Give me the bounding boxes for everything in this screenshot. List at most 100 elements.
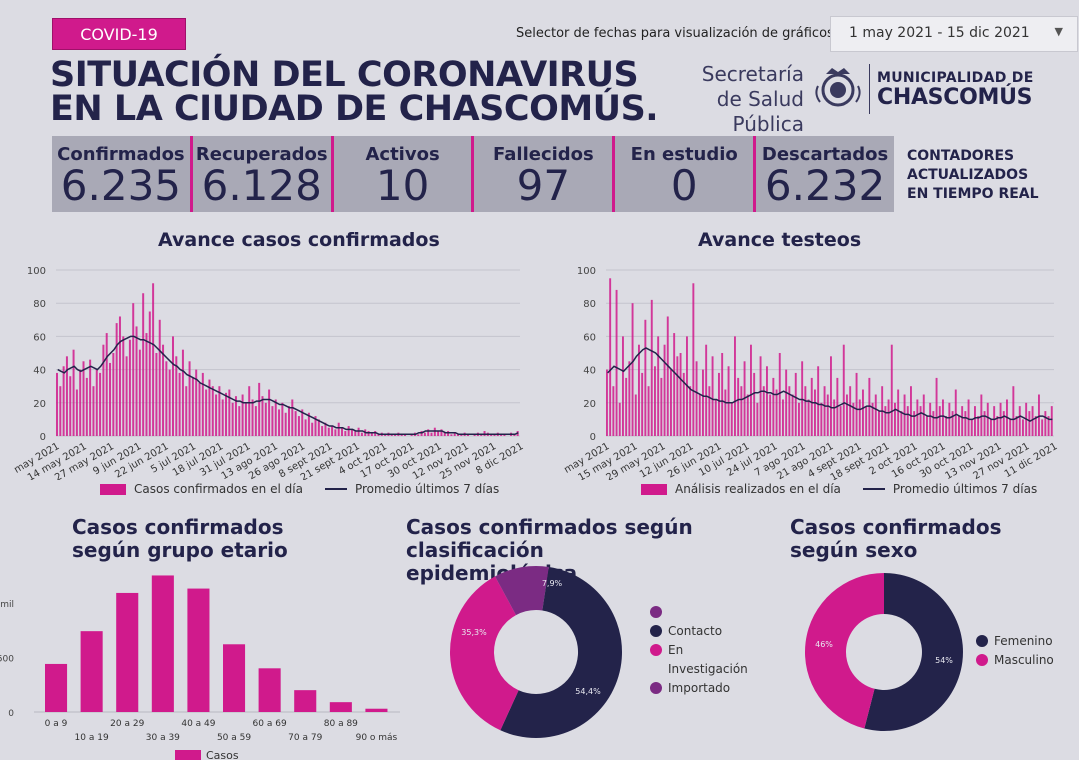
bar	[855, 372, 858, 436]
bar	[490, 434, 493, 436]
average-line	[57, 335, 519, 436]
bar	[45, 663, 68, 712]
date-range-selector[interactable]: 1 may 2021 - 15 dic 2021 ▼	[830, 16, 1078, 52]
bar	[80, 631, 103, 712]
bar	[1041, 419, 1044, 436]
bar	[440, 429, 443, 436]
secretaria-name: Secretaría de Salud Pública	[642, 62, 804, 137]
bar	[919, 406, 922, 436]
bar	[417, 434, 420, 436]
bar	[890, 344, 893, 436]
bar	[135, 326, 138, 436]
bar	[69, 376, 72, 436]
sex-legend-item: Masculino	[976, 651, 1076, 670]
x-tick-label: 60 a 69	[253, 719, 287, 729]
bar	[151, 575, 174, 712]
bar	[999, 402, 1002, 436]
bar	[906, 406, 909, 436]
donut-slice	[864, 573, 963, 731]
bar	[370, 432, 373, 436]
legend-bar-swatch	[641, 483, 667, 495]
bar	[657, 336, 660, 436]
page-title: SITUACIÓN DEL CORONAVIRUS EN LA CIUDAD D…	[50, 58, 659, 129]
y-tick-label: 60	[583, 332, 596, 343]
logo-divider	[869, 64, 870, 114]
bar	[493, 434, 496, 436]
counter-label: Confirmados	[57, 144, 185, 165]
bar	[1022, 419, 1024, 436]
bar	[118, 316, 121, 436]
y-tick-label: 0	[8, 709, 14, 719]
donut-slice	[536, 566, 549, 611]
donut-slice	[495, 566, 536, 616]
bar	[410, 434, 413, 436]
sex-legend-label: Masculino	[994, 653, 1054, 667]
bar	[145, 333, 148, 436]
bar	[772, 377, 775, 436]
bar	[102, 344, 105, 436]
bar	[711, 356, 714, 436]
bar	[730, 402, 733, 436]
bar	[622, 336, 624, 436]
legend-bar-swatch	[100, 483, 126, 495]
bar	[852, 402, 855, 436]
y-tick-label: 40	[583, 366, 596, 377]
bar	[778, 353, 781, 436]
bar	[437, 431, 440, 436]
bar	[894, 402, 896, 436]
bar	[964, 411, 967, 436]
counter-activos: Activos 10	[334, 136, 475, 212]
bar	[903, 394, 906, 436]
bar	[115, 323, 118, 436]
bar	[698, 394, 701, 436]
bar	[360, 432, 363, 436]
bar	[205, 389, 208, 436]
bar	[938, 406, 941, 436]
bar	[109, 362, 112, 436]
bar	[702, 369, 704, 436]
epi-legend-label: Contacto	[668, 624, 723, 638]
bar	[56, 372, 58, 436]
bar	[311, 422, 314, 436]
bar	[644, 319, 647, 436]
bar	[420, 431, 423, 436]
bar	[737, 377, 740, 436]
bar	[967, 399, 970, 436]
bar	[261, 396, 264, 436]
bar	[423, 432, 426, 436]
legend-dot	[650, 682, 662, 694]
bar	[175, 356, 178, 436]
bar	[365, 708, 388, 712]
bar	[99, 372, 102, 436]
chevron-down-icon[interactable]: ▼	[1054, 25, 1063, 38]
bar	[453, 432, 456, 436]
bar	[254, 406, 257, 436]
bar	[842, 344, 845, 436]
bar	[910, 386, 912, 436]
bar	[798, 402, 800, 436]
bar	[958, 416, 960, 436]
bar	[641, 372, 644, 436]
bar	[609, 278, 612, 436]
y-tick-label: 20	[583, 399, 596, 410]
page-title-line2: EN LA CIUDAD DE CHASCOMÚS.	[50, 89, 659, 129]
counter-value: 97	[516, 161, 571, 210]
bar	[849, 386, 852, 436]
epi-legend-label: Importado	[668, 681, 731, 695]
bar	[750, 344, 752, 436]
legend-dot	[976, 654, 988, 666]
bar	[89, 359, 92, 436]
bar	[654, 366, 656, 436]
bar	[666, 316, 669, 436]
bar	[231, 402, 234, 436]
bar	[158, 319, 161, 436]
bar	[187, 588, 210, 712]
bar	[1002, 411, 1005, 436]
counter-descartados: Descartados 6.232	[756, 136, 894, 212]
bar	[830, 356, 832, 436]
bar	[990, 419, 992, 436]
x-tick-label: 80 a 89	[324, 719, 358, 729]
bar	[185, 386, 188, 436]
